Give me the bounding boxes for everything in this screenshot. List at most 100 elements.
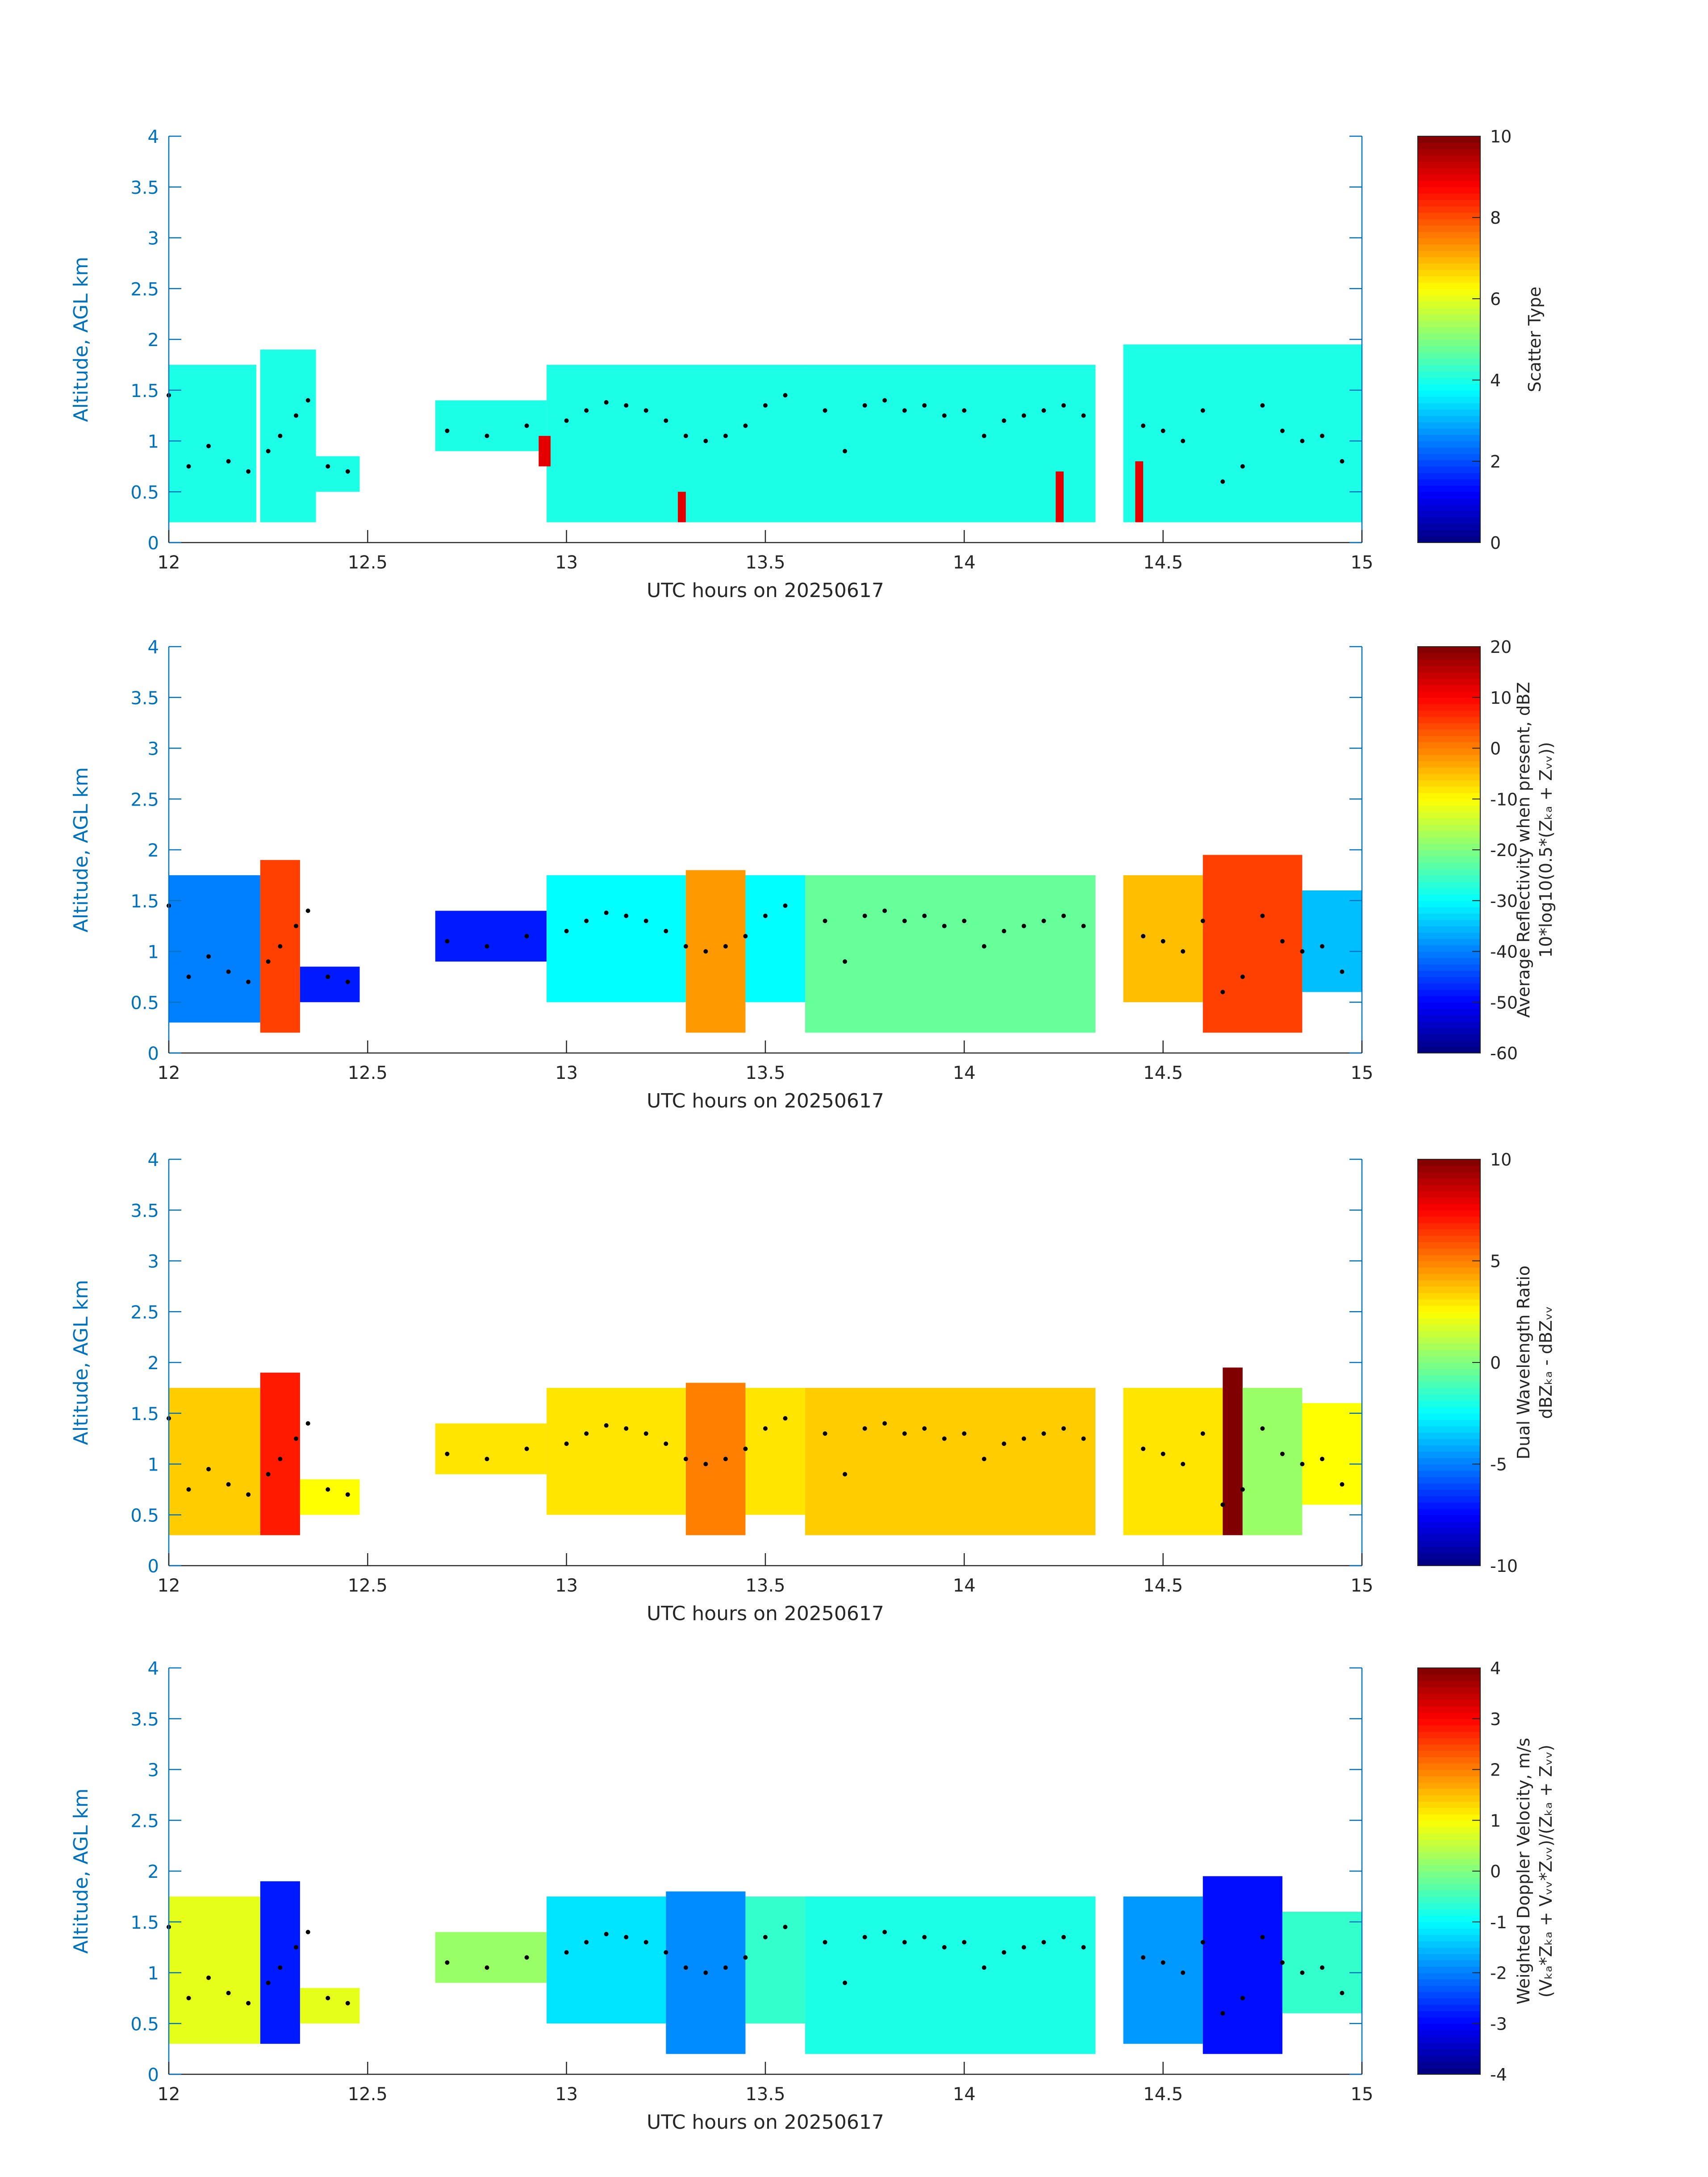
colorbar-segment bbox=[1418, 377, 1480, 384]
colorbar-segment bbox=[1418, 799, 1480, 806]
colorbar-tick-label: 10 bbox=[1490, 688, 1512, 708]
boundary-dot bbox=[1061, 913, 1066, 918]
colorbar-segment bbox=[1418, 773, 1480, 781]
x-tick-label: 15 bbox=[1351, 1575, 1374, 1596]
colorbar-segment bbox=[1418, 2030, 1480, 2037]
boundary-dot bbox=[445, 428, 450, 433]
y-tick-label: 4 bbox=[148, 127, 159, 147]
colorbar-segment bbox=[1418, 244, 1480, 251]
boundary-dot bbox=[882, 1930, 887, 1935]
boundary-dot bbox=[624, 1426, 629, 1431]
boundary-dot bbox=[683, 944, 688, 949]
boundary-dot bbox=[981, 1457, 986, 1462]
heatmap-region bbox=[1123, 875, 1203, 1003]
colorbar-tick-label: 5 bbox=[1490, 1252, 1501, 1271]
colorbar-segment bbox=[1418, 989, 1480, 996]
y-tick-label: 1 bbox=[148, 1455, 159, 1475]
y-tick-label: 3 bbox=[148, 229, 159, 249]
colorbar-segment bbox=[1418, 1668, 1480, 1675]
boundary-dot bbox=[922, 403, 927, 408]
colorbar-segment bbox=[1418, 2042, 1480, 2049]
x-tick-label: 13.5 bbox=[745, 552, 785, 573]
boundary-dot bbox=[206, 954, 211, 959]
boundary-dot bbox=[226, 1482, 231, 1487]
boundary-dot bbox=[703, 949, 708, 954]
colorbar-segment bbox=[1418, 697, 1480, 704]
colorbar-segment bbox=[1418, 1241, 1480, 1249]
boundary-dot bbox=[524, 423, 529, 428]
boundary-dot bbox=[643, 1940, 648, 1945]
colorbar: -10 -5 0 5 10 Dual Wavelength Ratio dBZₖₐ - dB… bbox=[1417, 1150, 1556, 1576]
colorbar-segment bbox=[1418, 1028, 1480, 1035]
colorbar-tick-label: 2 bbox=[1490, 452, 1501, 472]
colorbar-tick-label: 4 bbox=[1490, 371, 1501, 390]
boundary-dot bbox=[604, 400, 609, 405]
boundary-dot bbox=[445, 1451, 450, 1456]
colorbar-segment bbox=[1418, 1267, 1480, 1274]
heatmap-region bbox=[539, 436, 551, 467]
y-axis-label: Altitude, AGL km bbox=[70, 257, 92, 422]
boundary-dot bbox=[604, 1932, 609, 1937]
y-axis-label: Altitude, AGL km bbox=[70, 767, 92, 932]
boundary-dot bbox=[186, 1996, 191, 2001]
x-tick-label: 13 bbox=[555, 1063, 578, 1083]
boundary-dot bbox=[981, 1965, 986, 1970]
colorbar-tick-label: -60 bbox=[1490, 1044, 1518, 1063]
colorbar-tick-label: 10 bbox=[1490, 127, 1512, 146]
x-tick-label: 13.5 bbox=[745, 2084, 785, 2105]
colorbar-segment bbox=[1418, 1776, 1480, 1783]
boundary-dot bbox=[1300, 1462, 1305, 1467]
colorbar-segment bbox=[1418, 2023, 1480, 2031]
colorbar-tick-label: -2 bbox=[1490, 1964, 1507, 1983]
colorbar-segment bbox=[1418, 288, 1480, 296]
colorbar-segment bbox=[1418, 932, 1480, 939]
y-tick-label: 0.5 bbox=[130, 1505, 159, 1526]
boundary-dot bbox=[226, 969, 231, 974]
colorbar-segment bbox=[1418, 1896, 1480, 1903]
colorbar-segment bbox=[1418, 1438, 1480, 1446]
colorbar-segment bbox=[1418, 1928, 1480, 1935]
boundary-dot bbox=[524, 1955, 529, 1960]
boundary-dot bbox=[843, 449, 848, 454]
boundary-dot bbox=[326, 1996, 330, 2001]
colorbar-segment bbox=[1418, 767, 1480, 774]
heatmap-region bbox=[1123, 1896, 1203, 2044]
colorbar-segment bbox=[1418, 1922, 1480, 1929]
colorbar-segment bbox=[1418, 919, 1480, 927]
colorbar-segment bbox=[1418, 1172, 1480, 1179]
boundary-dot bbox=[266, 1472, 271, 1477]
colorbar-segment bbox=[1418, 1820, 1480, 1827]
colorbar-segment bbox=[1418, 364, 1480, 372]
colorbar-segment bbox=[1418, 1852, 1480, 1859]
boundary-dot bbox=[206, 443, 211, 448]
colorbar-segment bbox=[1418, 1015, 1480, 1022]
colorbar-segment bbox=[1418, 1890, 1480, 1897]
y-tick-label: 1 bbox=[148, 432, 159, 452]
boundary-dot bbox=[1220, 1502, 1225, 1507]
colorbar-label: Weighted Doppler Velocity, m/s bbox=[1514, 1738, 1533, 2004]
boundary-dot bbox=[1320, 944, 1324, 949]
x-tick-label: 13 bbox=[555, 2084, 578, 2105]
colorbar-tick-label: 0 bbox=[1490, 1862, 1501, 1881]
boundary-dot bbox=[1240, 974, 1245, 979]
heatmap-region bbox=[685, 1383, 746, 1535]
colorbar-segment bbox=[1418, 1387, 1480, 1395]
boundary-dot bbox=[683, 1457, 688, 1462]
boundary-dot bbox=[1220, 2011, 1225, 2016]
y-tick-label: 1 bbox=[148, 942, 159, 963]
boundary-dot bbox=[1041, 408, 1046, 413]
heatmap-region bbox=[745, 1387, 806, 1515]
colorbar-segment bbox=[1418, 1312, 1480, 1319]
colorbar-segment bbox=[1418, 1553, 1480, 1560]
boundary-dot bbox=[763, 1935, 768, 1939]
boundary-dot bbox=[843, 1981, 848, 1985]
colorbar-segment bbox=[1418, 276, 1480, 283]
boundary-dot bbox=[1200, 1431, 1205, 1436]
colorbar-tick-label: 0 bbox=[1490, 1353, 1501, 1373]
x-tick-label: 12 bbox=[158, 1575, 180, 1596]
colorbar-frame bbox=[1417, 136, 1481, 543]
boundary-dot bbox=[783, 393, 788, 398]
colorbar-segment bbox=[1418, 1972, 1480, 1980]
heatmap-region bbox=[1302, 890, 1362, 992]
